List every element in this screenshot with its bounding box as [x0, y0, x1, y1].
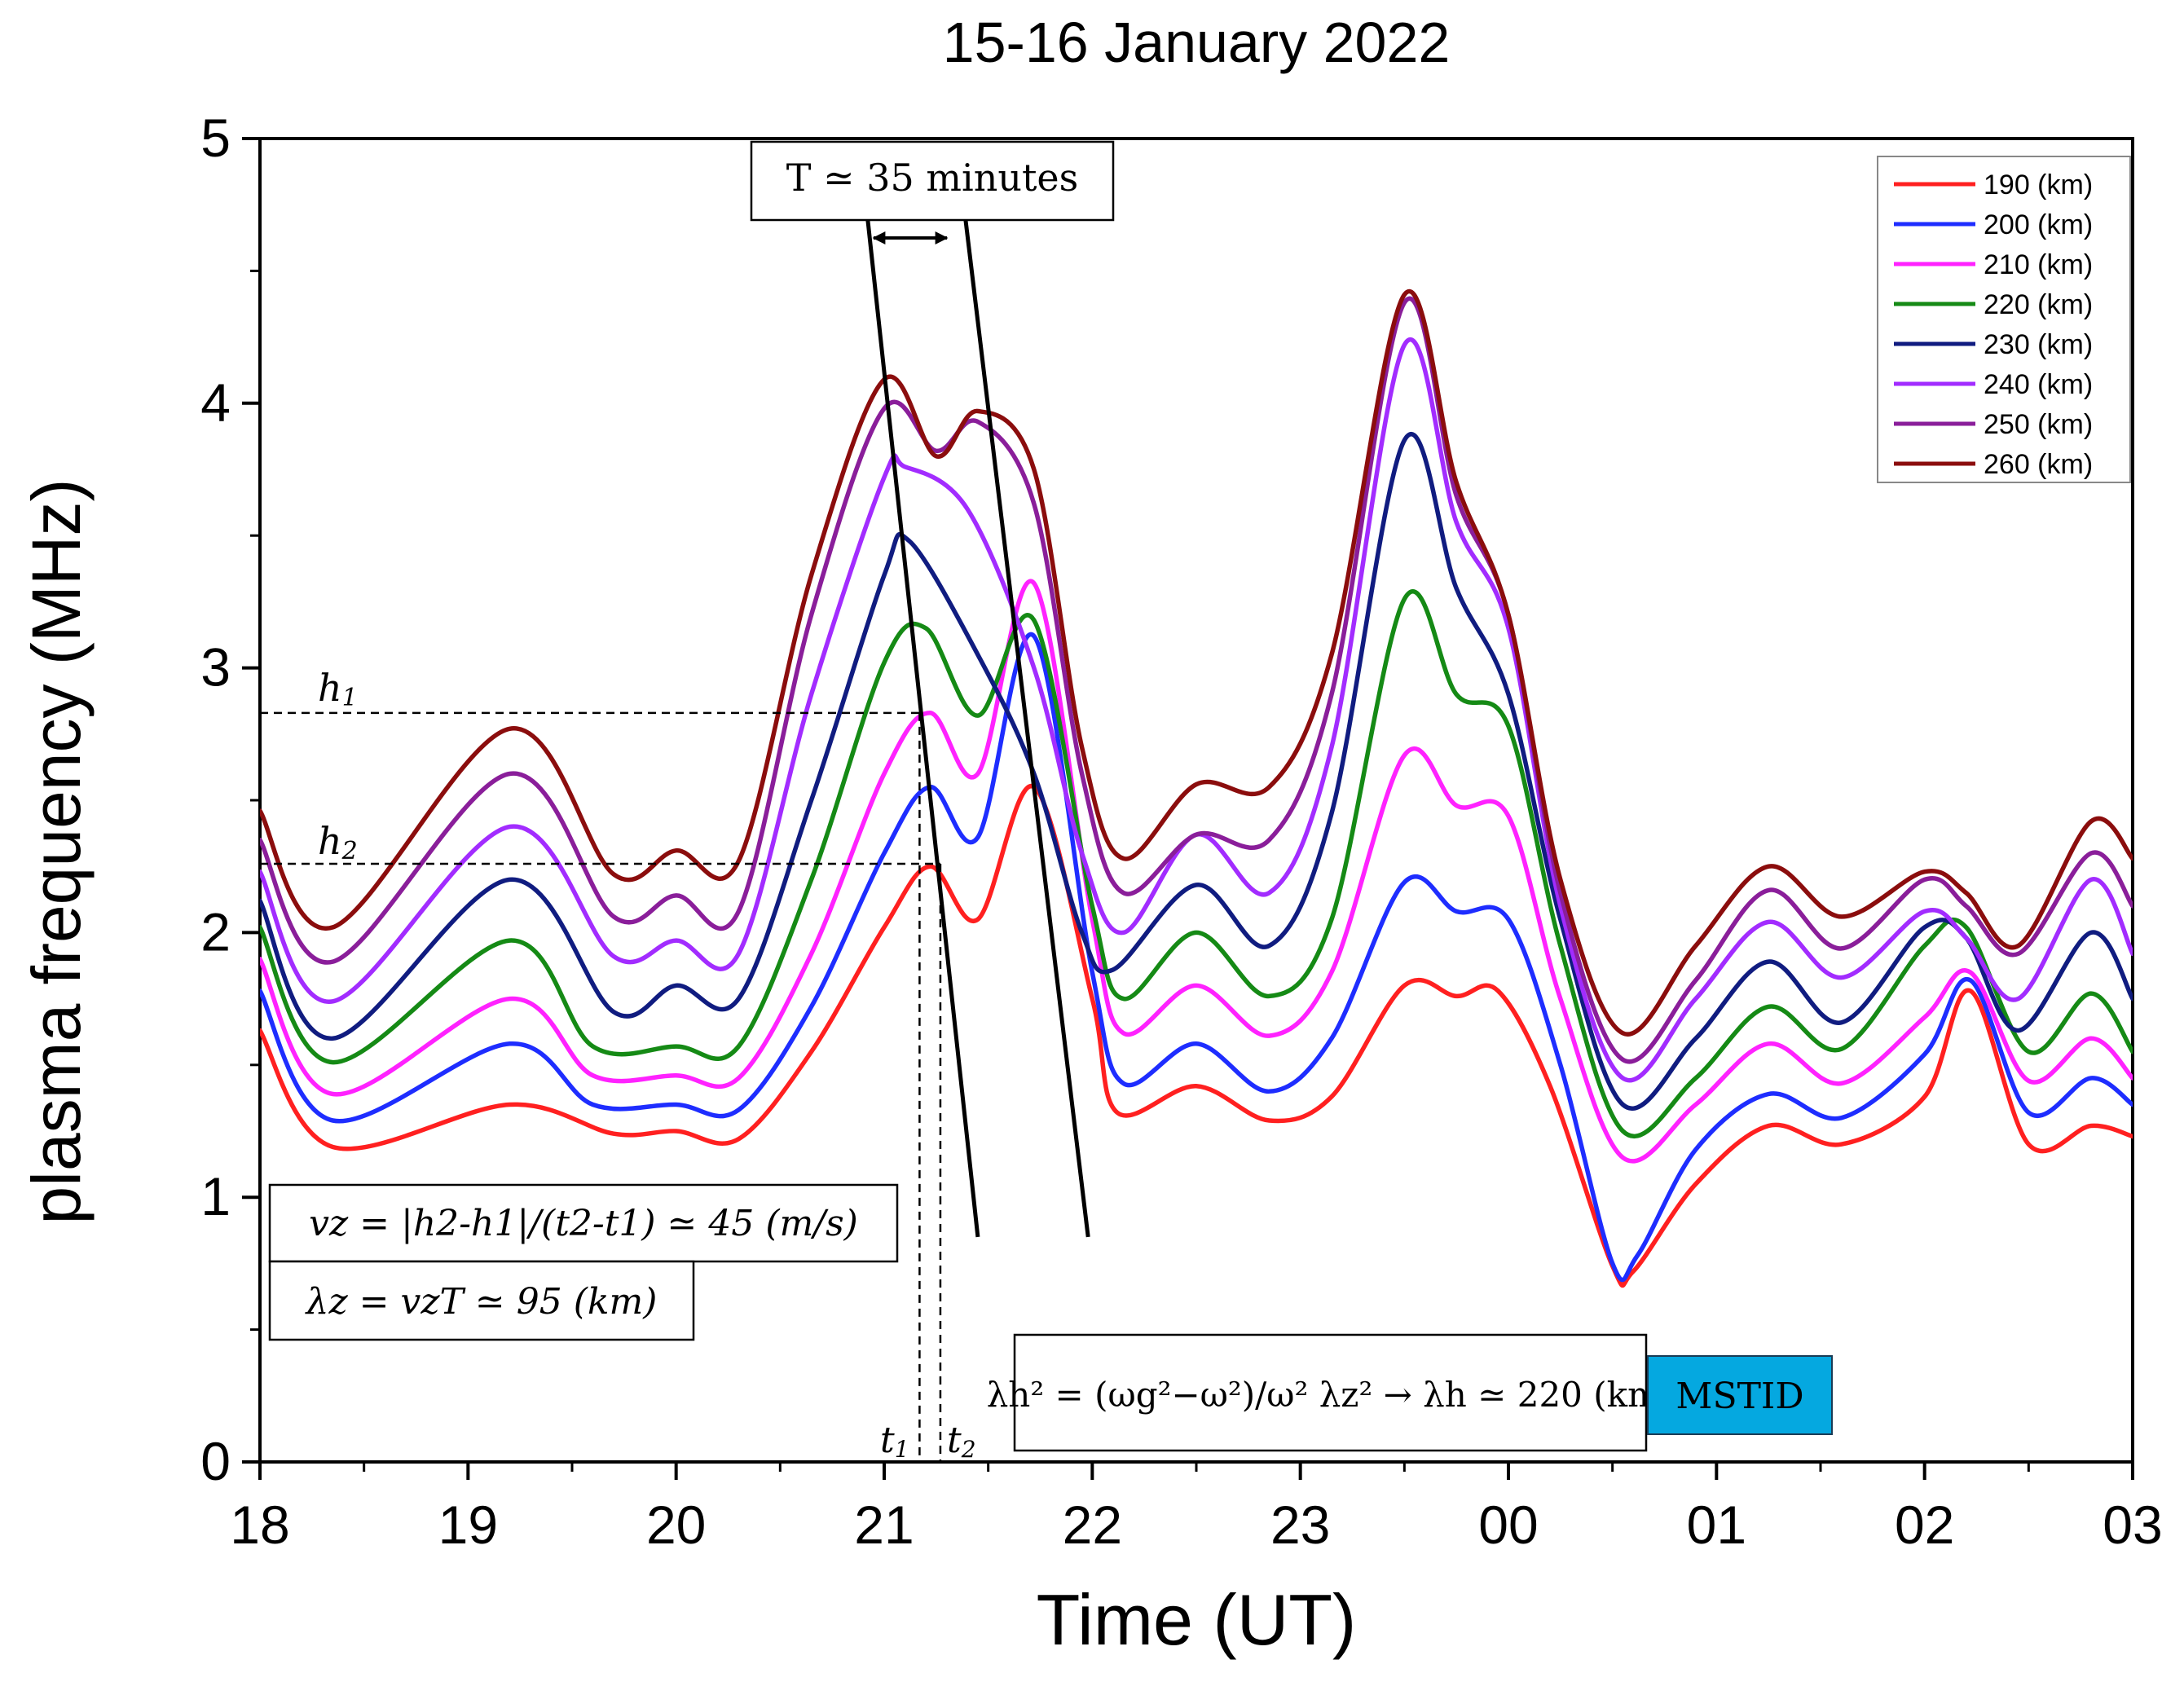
y-tick-label: 2 [200, 901, 231, 962]
legend-label: 240 (km) [1984, 369, 2093, 400]
axis-ticks [242, 137, 2134, 1480]
y-tick-label: 0 [200, 1431, 231, 1491]
x-tick-label: 02 [1895, 1495, 1954, 1555]
legend-label: 230 (km) [1984, 329, 2093, 360]
y-tick-label: 3 [200, 637, 231, 698]
x-tick-label: 22 [1063, 1495, 1122, 1555]
legend-label: 190 (km) [1984, 170, 2093, 200]
x-axis-label: Time (UT) [1037, 1579, 1357, 1660]
lambda-z-annotation: λz = vzT ≃ 95 (km) [268, 1260, 695, 1341]
series-line-230km [260, 431, 2133, 1111]
series-line-200km [260, 632, 2133, 1283]
vz-annotation: vz = |h2-h1|/(t2-t1) ≃ 45 (m/s) [268, 1183, 899, 1263]
x-tick-label: 21 [854, 1495, 914, 1555]
period-box [750, 140, 1115, 222]
vz-box [268, 1183, 899, 1263]
period-annotation: T ≃ 35 minutes [750, 140, 1115, 244]
mstid-badge-background [1647, 1355, 1833, 1435]
legend-label: 220 (km) [1984, 289, 2093, 320]
trend-line-2 [963, 218, 1090, 1238]
mstid-badge: MSTID [1647, 1355, 1833, 1435]
y-tick-label: 4 [200, 372, 231, 433]
y-tick-label: 1 [200, 1166, 231, 1226]
y-axis-label: plasma frequency (MHz) [18, 479, 95, 1225]
h2-label: h2 [318, 819, 358, 865]
legend: 190 (km) 200 (km) 210 (km) 220 (km) 230 (km)… [1877, 156, 2131, 483]
legend-box [1877, 156, 2131, 483]
lambda-h-box [1013, 1333, 1648, 1452]
legend-label: 210 (km) [1984, 249, 2093, 280]
series-line-240km [260, 337, 2133, 1083]
x-tick-label: 20 [646, 1495, 706, 1555]
period-label: T ≃ 35 minutes [786, 156, 1079, 200]
x-tick-label: 01 [1687, 1495, 1746, 1555]
lambda-h-formula: λh² = (ωg²−ω²)/ω² λz² → λh ≃ 220 (km) [987, 1375, 1674, 1415]
trend-lines [865, 218, 1090, 1238]
x-tick-label: 19 [438, 1495, 498, 1555]
series-line-260km [260, 289, 2133, 1037]
legend-label: 250 (km) [1984, 409, 2093, 440]
trend-line-1 [865, 218, 980, 1238]
t2-label: t2 [947, 1420, 976, 1463]
series-line-220km [260, 589, 2133, 1139]
x-tick-label: 18 [230, 1495, 289, 1555]
lambda-z-formula: λz = vzT ≃ 95 (km) [305, 1281, 658, 1323]
lambda-z-box [268, 1260, 695, 1341]
x-tick-label: 00 [1478, 1495, 1538, 1555]
h1-label: h1 [318, 666, 358, 712]
series-line-250km [260, 296, 2133, 1064]
chart-title: 15-16 January 2022 [943, 11, 1451, 74]
x-tick-label: 03 [2103, 1495, 2162, 1555]
t1-label: t1 [880, 1420, 909, 1463]
legend-label: 260 (km) [1984, 449, 2093, 480]
series-line-210km [260, 579, 2133, 1164]
series-line-190km [260, 784, 2133, 1288]
guide-lines [260, 711, 942, 1462]
x-tick-label: 23 [1270, 1495, 1330, 1555]
lambda-h-annotation: λh² = (ωg²−ω²)/ω² λz² → λh ≃ 220 (km) [987, 1333, 1674, 1452]
vz-formula: vz = |h2-h1|/(t2-t1) ≃ 45 (m/s) [309, 1203, 858, 1244]
series-layer [260, 289, 2133, 1288]
legend-label: 200 (km) [1984, 209, 2093, 240]
mstid-badge-label: MSTID [1675, 1376, 1803, 1417]
y-tick-label: 5 [200, 108, 231, 168]
